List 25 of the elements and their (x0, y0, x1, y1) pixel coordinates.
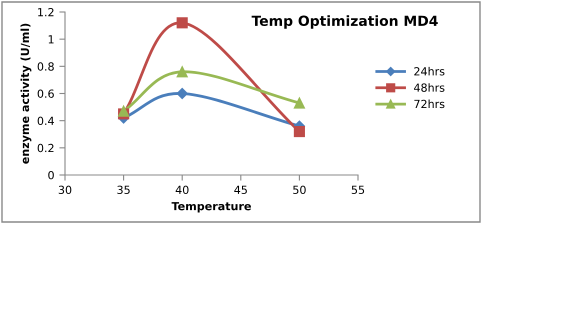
point (176, 88, 188, 100)
y-tick-label: 0.4 (38, 116, 54, 126)
x-tick-label: 30 (58, 186, 72, 194)
y-tick-label: 0.8 (38, 62, 54, 71)
x-tick-label: 55 (352, 186, 364, 194)
x-tick-label: 45 (234, 186, 247, 194)
point (294, 126, 305, 138)
x-tick-label: 40 (176, 186, 189, 194)
y-tick-label: 0 (48, 170, 54, 180)
point (176, 66, 188, 78)
legend-label: 48hrs (414, 83, 444, 92)
y-tick-label: 0.6 (38, 89, 54, 98)
point (176, 17, 188, 28)
x-axis-title: Temperature (172, 202, 251, 212)
y-tick-label: 1 (48, 35, 54, 44)
chart-title: Temp Optimization MD4 (252, 15, 438, 29)
legend-label: 72hrs (414, 100, 444, 108)
y-tick-label: 0.2 (38, 144, 54, 152)
x-tick-label: 35 (117, 186, 130, 194)
point (118, 106, 130, 117)
y-axis-title: enzyme activity (U/ml) (20, 24, 32, 164)
legend-label: 24hrs (414, 66, 444, 76)
x-tick-label: 50 (293, 186, 306, 194)
point (294, 97, 305, 109)
y-tick-label: 1.2 (38, 8, 54, 16)
